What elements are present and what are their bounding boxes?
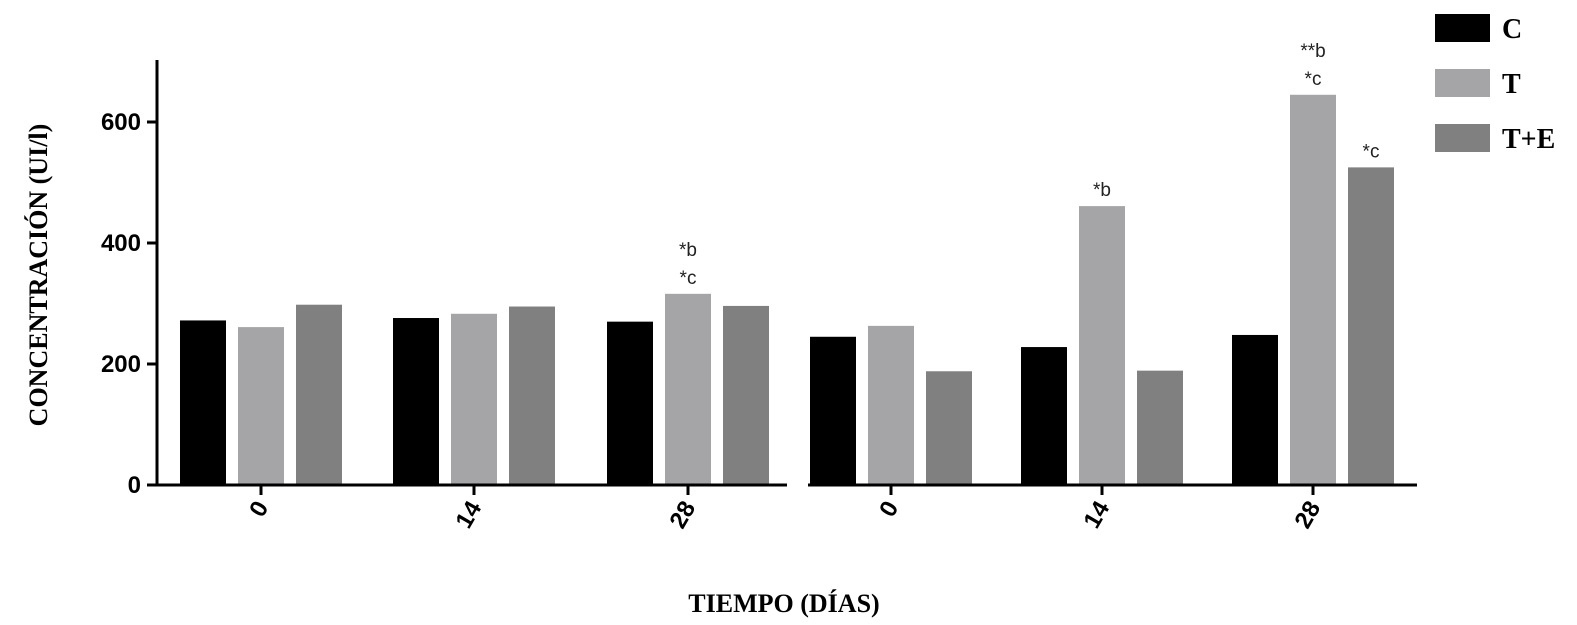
bar-panel2-tplus-e-0 [926,371,972,485]
legend-swatch-t [1435,69,1490,97]
bar-panel1-t-0 [238,327,284,485]
bar-panel2-c-14 [1021,347,1067,485]
legend-label-t: T [1502,69,1521,100]
y-tick-label: 400 [101,230,141,257]
bar-panel2-c-28 [1232,334,1278,485]
significance-annotation: *c [1305,69,1322,90]
legend-label-tplus-e: T+E [1502,124,1555,155]
y-axis-title: CONCENTRACIÓN (UI/l) [24,124,53,427]
legend-label-c: C [1502,14,1522,45]
bar-panel2-tplus-e-28 [1348,167,1394,485]
legend: CT T+E [1435,14,1555,155]
significance-annotation: **b [1300,41,1325,62]
bar-panel1-tplus-e-28 [723,305,769,485]
significance-annotation: *c [680,268,697,289]
bar-panel1-c-0 [180,320,226,485]
x-tick-label: 0 [874,497,904,522]
bar-panel1-t-28 [665,293,711,485]
axes-layer [147,60,1417,495]
x-tick-label: 28 [664,497,701,534]
bar-panel1-tplus-e-0 [296,304,342,485]
x-tick-label: 14 [1078,496,1115,533]
x-tick-label: 14 [450,496,487,533]
bar-panel1-c-28 [607,321,653,485]
x-tick-label: 0 [244,497,274,522]
bar-panel2-t-14 [1079,206,1125,485]
bar-panel1-t-14 [451,313,497,485]
y-tick-label: 0 [128,472,141,499]
bar-panel2-t-0 [868,325,914,485]
bar-panel1-tplus-e-14 [509,306,555,485]
significance-annotation: *c [1363,141,1380,162]
legend-swatch-c [1435,14,1490,42]
x-tick-label: 28 [1289,497,1326,534]
significance-annotation: *b [1093,180,1111,201]
bars-layer [180,94,1394,486]
bar-panel2-t-28 [1290,94,1336,486]
legend-swatch-tplus-e [1435,124,1490,152]
bar-panel1-c-14 [393,318,439,485]
bar-panel2-tplus-e-14 [1137,370,1183,485]
x-axis-title: TIEMPO (DÍAS) [688,589,879,618]
bar-panel2-c-0 [810,336,856,485]
y-tick-label: 200 [101,351,141,378]
significance-annotation: *b [679,240,697,261]
y-tick-label: 600 [101,109,141,136]
